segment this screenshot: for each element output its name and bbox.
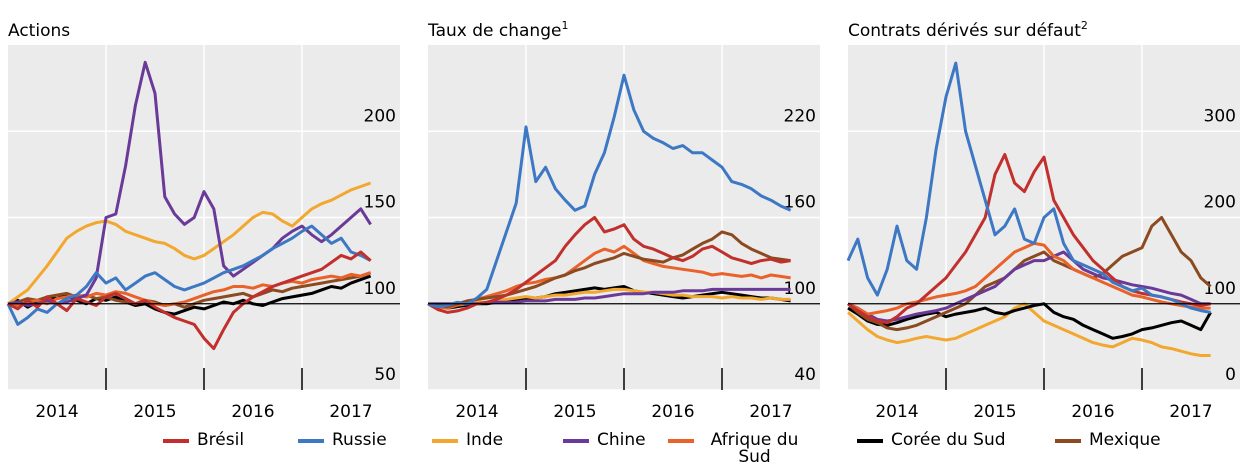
series-line: Russie	[846, 61, 1211, 314]
series-line: Corée du Sud	[847, 302, 1212, 340]
legend-label: Corée du Sud	[891, 430, 1006, 450]
y-tick-label: 150	[364, 193, 396, 213]
legend-swatch	[1055, 439, 1081, 443]
x-tick-label: 2016	[651, 402, 694, 422]
y-tick-label: 40	[794, 365, 816, 385]
series-line: Afrique du Sud	[427, 244, 791, 310]
title-sup: 1	[561, 19, 568, 32]
legend-swatch	[432, 439, 458, 443]
x-tick-label: 2015	[133, 402, 176, 422]
legend-item: Chine	[563, 432, 646, 449]
y-tick-label: 300	[1204, 106, 1236, 126]
legend-label: Chine	[597, 430, 646, 450]
x-tick-label: 2015	[553, 402, 596, 422]
legend-swatch	[668, 439, 694, 443]
legend-swatch	[857, 439, 883, 443]
x-tick-label: 2014	[875, 402, 918, 422]
legend-label: Russie	[332, 430, 387, 450]
y-tick-label: 100	[784, 279, 816, 299]
series-line: Brésil	[7, 250, 372, 351]
legend-swatch	[563, 439, 589, 443]
series-line: Mexique	[427, 230, 791, 309]
y-tick-label: 50	[374, 365, 396, 385]
title-sup: 2	[1081, 19, 1088, 32]
x-tick-label: 2016	[1071, 402, 1114, 422]
series-line: Russie	[427, 73, 792, 309]
y-tick-label: 200	[1204, 193, 1236, 213]
x-tick-label: 2014	[455, 402, 498, 422]
y-tick-label: 100	[1204, 279, 1236, 299]
chart-title: Contrats dérivés sur défaut2	[848, 19, 1088, 41]
legend-item: Inde	[432, 432, 503, 449]
title-text: Actions	[8, 21, 70, 41]
legend-item: Russie	[298, 432, 387, 449]
series-line: Inde	[7, 181, 372, 306]
series-line: Chine	[7, 60, 372, 307]
series-line: Russie	[6, 224, 372, 326]
legend-label: Inde	[466, 430, 504, 450]
legend-item: Corée du Sud	[857, 432, 1006, 449]
y-tick-label: 100	[364, 279, 396, 299]
series-line: Chine	[847, 250, 1211, 323]
legend-item: Afrique du Sud	[668, 432, 818, 466]
y-tick-label: 200	[364, 106, 396, 126]
legend-swatch	[163, 439, 189, 443]
title-text: Taux de change	[427, 21, 561, 41]
x-tick-label: 2017	[749, 402, 792, 422]
x-tick-label: 2016	[231, 402, 274, 422]
legend-item: Mexique	[1055, 432, 1161, 449]
x-tick-label: 2014	[35, 402, 78, 422]
legend-label: Brésil	[197, 430, 245, 450]
legend-swatch	[298, 439, 324, 443]
chart-title: Taux de change1	[427, 19, 568, 41]
title-text: Contrats dérivés sur défaut	[848, 21, 1081, 41]
y-tick-label: 0	[1225, 365, 1236, 385]
series-line: Mexique	[847, 216, 1212, 332]
y-tick-label: 160	[784, 193, 816, 213]
x-tick-label: 2017	[1169, 402, 1212, 422]
legend-item: Brésil	[163, 432, 244, 449]
legend-label: Afrique du Sud	[710, 430, 799, 467]
x-tick-label: 2017	[329, 402, 372, 422]
series-line: Mexique	[7, 271, 372, 309]
legend-label: Mexique	[1089, 430, 1161, 450]
y-tick-label: 220	[784, 106, 816, 126]
series-line: Brésil	[427, 216, 791, 314]
x-tick-label: 2015	[973, 402, 1016, 422]
chart-title: Actions	[8, 21, 70, 41]
